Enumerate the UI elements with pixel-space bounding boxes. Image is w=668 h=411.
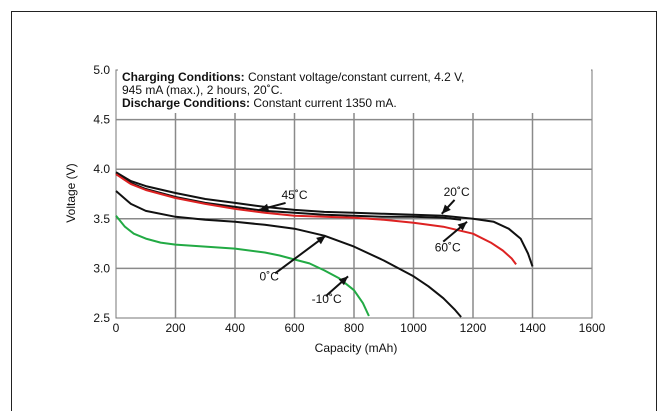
annotation-labels: 45˚C 20˚C 60˚C 0˚C -10˚C [260,185,470,306]
annotation-arrow-head-4 [338,276,349,286]
x-tick-label: 400 [225,321,245,335]
y-tick-label: 4.0 [93,162,110,176]
y-tick-label: 2.5 [93,311,110,325]
annotation-arrow-shaft-3 [274,234,327,275]
charging-conditions-line2: 945 mA (max.), 2 hours, 20˚C. [122,83,283,97]
series-annotation-1: 20˚C [444,185,470,199]
x-tick-label: 200 [165,321,185,335]
series-annotation-3: 0˚C [260,269,280,283]
charging-conditions-text: Constant voltage/constant current, 4.2 V… [245,70,465,84]
tick-labels: 0 200 400 600 800 1000 1200 1400 1600 2.5 3.0 3.5 4.… [93,63,605,335]
x-axis-label: Capacity (mAh) [315,341,398,355]
annotation-arrow-head-1 [441,204,451,214]
series-line-2 [115,173,517,265]
discharge-conditions-label: Discharge Conditions: [122,96,250,110]
y-tick-label: 3.0 [93,261,110,275]
x-tick-label: 800 [344,321,364,335]
discharge-conditions-line: Discharge Conditions: Constant current 1… [122,96,397,110]
annotation-arrow-head-3 [316,235,326,245]
series-line-0 [115,171,534,267]
charging-conditions-line1: Charging Conditions: Constant voltage/co… [122,70,464,84]
conditions-note-box [118,68,591,113]
series-annotation-2: 60˚C [435,241,461,255]
x-tick-label: 600 [284,321,304,335]
x-tick-label: 1400 [519,321,546,335]
y-tick-label: 5.0 [93,63,110,77]
charging-conditions-label: Charging Conditions: [122,70,245,84]
x-tick-label: 1200 [460,321,487,335]
series-annotation-0: 45˚C [281,188,307,202]
series-annotation-4: -10˚C [312,292,342,306]
chart-frame [11,11,657,411]
series-line-3 [115,190,462,318]
x-tick-label: 1600 [579,321,606,335]
x-tick-label: 1000 [400,321,427,335]
annotation-arrows [259,199,468,297]
x-tick-label: 0 [113,321,120,335]
discharge-chart: 45˚C 20˚C 60˚C 0˚C -10˚C 0 200 400 600 800 1000 12… [64,63,606,355]
discharge-conditions-text: Constant current 1350 mA. [250,96,397,110]
y-tick-label: 3.5 [93,212,110,226]
annotation-arrow-head-0 [259,203,270,212]
y-tick-label: 4.5 [93,113,110,127]
annotation-arrow-head-2 [457,221,468,231]
y-axis-label: Voltage (V) [64,163,78,222]
